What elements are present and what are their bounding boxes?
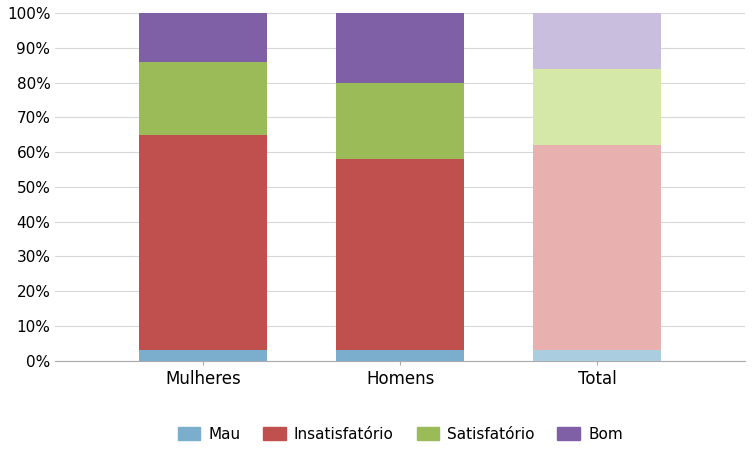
Bar xyxy=(533,13,661,69)
Bar xyxy=(139,135,267,350)
Bar xyxy=(139,62,267,135)
Bar xyxy=(336,159,464,350)
Legend: Mau, Insatisfatório, Satisfatório, Bom: Mau, Insatisfatório, Satisfatório, Bom xyxy=(171,421,629,448)
Bar xyxy=(336,350,464,361)
Bar xyxy=(336,83,464,159)
Bar xyxy=(139,350,267,361)
Bar xyxy=(533,145,661,350)
Bar xyxy=(533,350,661,361)
Bar xyxy=(139,13,267,62)
Bar xyxy=(336,13,464,83)
Bar xyxy=(533,69,661,145)
